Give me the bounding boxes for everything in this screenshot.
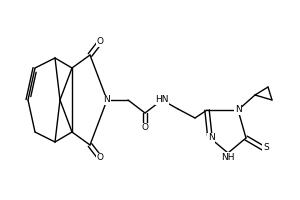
Text: N: N [103, 96, 110, 104]
Text: S: S [263, 144, 269, 152]
Text: O: O [97, 38, 104, 46]
Text: NH: NH [221, 153, 235, 162]
Text: N: N [235, 106, 242, 114]
Text: O: O [142, 123, 148, 132]
Text: O: O [97, 154, 104, 162]
Text: HN: HN [155, 96, 169, 104]
Text: N: N [208, 134, 215, 142]
